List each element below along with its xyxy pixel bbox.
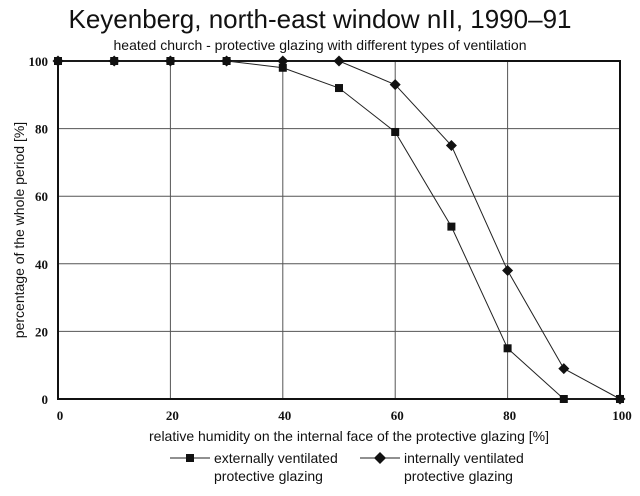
legend-label-line2: protective glazing [214, 468, 323, 484]
series-line [58, 60, 620, 400]
series-2 [52, 55, 626, 405]
x-tick-label: 40 [278, 408, 291, 423]
square-point [391, 127, 400, 136]
diamond-point [333, 55, 345, 67]
y-tick-label: 80 [35, 122, 48, 137]
square-point [503, 344, 512, 353]
diamond-point [108, 55, 120, 67]
y-tick-label: 100 [29, 54, 49, 69]
chart-area: 0 20 40 60 80 100 0 20 40 60 80 100 relative humidi… [11, 54, 632, 444]
y-tick-label: 40 [35, 257, 48, 272]
legend: externally ventilated protective glazing… [0, 449, 640, 493]
x-tick-label: 20 [166, 408, 179, 423]
y-axis-label: percentage of the whole period [%] [11, 122, 27, 338]
diamond-point [52, 55, 64, 67]
y-tick-label: 20 [35, 324, 48, 339]
series-layer [52, 55, 626, 405]
square-marker-icon [170, 454, 210, 462]
y-tick-label: 0 [42, 392, 49, 407]
diamond-point [389, 79, 401, 91]
legend-label-line1: externally ventilated [214, 450, 338, 466]
square-point [335, 84, 343, 93]
diamond-point [558, 363, 570, 375]
x-axis-label: relative humidity on the internal face o… [149, 428, 549, 444]
square-point [278, 63, 287, 72]
x-tick-label: 80 [503, 408, 516, 423]
diamond-point [502, 265, 514, 277]
axis-ticks: 0 20 40 60 80 100 0 20 40 60 80 100 [29, 54, 632, 423]
x-tick-label: 0 [57, 408, 64, 423]
legend-label-line2: protective glazing [404, 468, 513, 484]
diamond-point [221, 55, 233, 67]
legend-label-line1: internally ventilated [404, 450, 524, 466]
plot-frame [57, 60, 621, 400]
series-1 [54, 57, 624, 403]
diamond-point [277, 55, 289, 67]
chart-subtitle: heated church - protective glazing with … [113, 37, 527, 53]
x-tick-label: 60 [391, 408, 404, 423]
series-line [58, 60, 621, 400]
x-tick-label: 100 [612, 408, 632, 423]
diamond-point [614, 393, 626, 405]
diamond-point [164, 55, 176, 67]
diamond-marker-icon [360, 452, 400, 464]
diamond-point [445, 140, 457, 151]
chart-title: Keyenberg, north-east window nII, 1990–9… [68, 4, 572, 34]
y-tick-label: 60 [35, 189, 48, 204]
square-point [559, 395, 568, 403]
grid-lines [57, 60, 621, 400]
square-point [447, 222, 456, 231]
